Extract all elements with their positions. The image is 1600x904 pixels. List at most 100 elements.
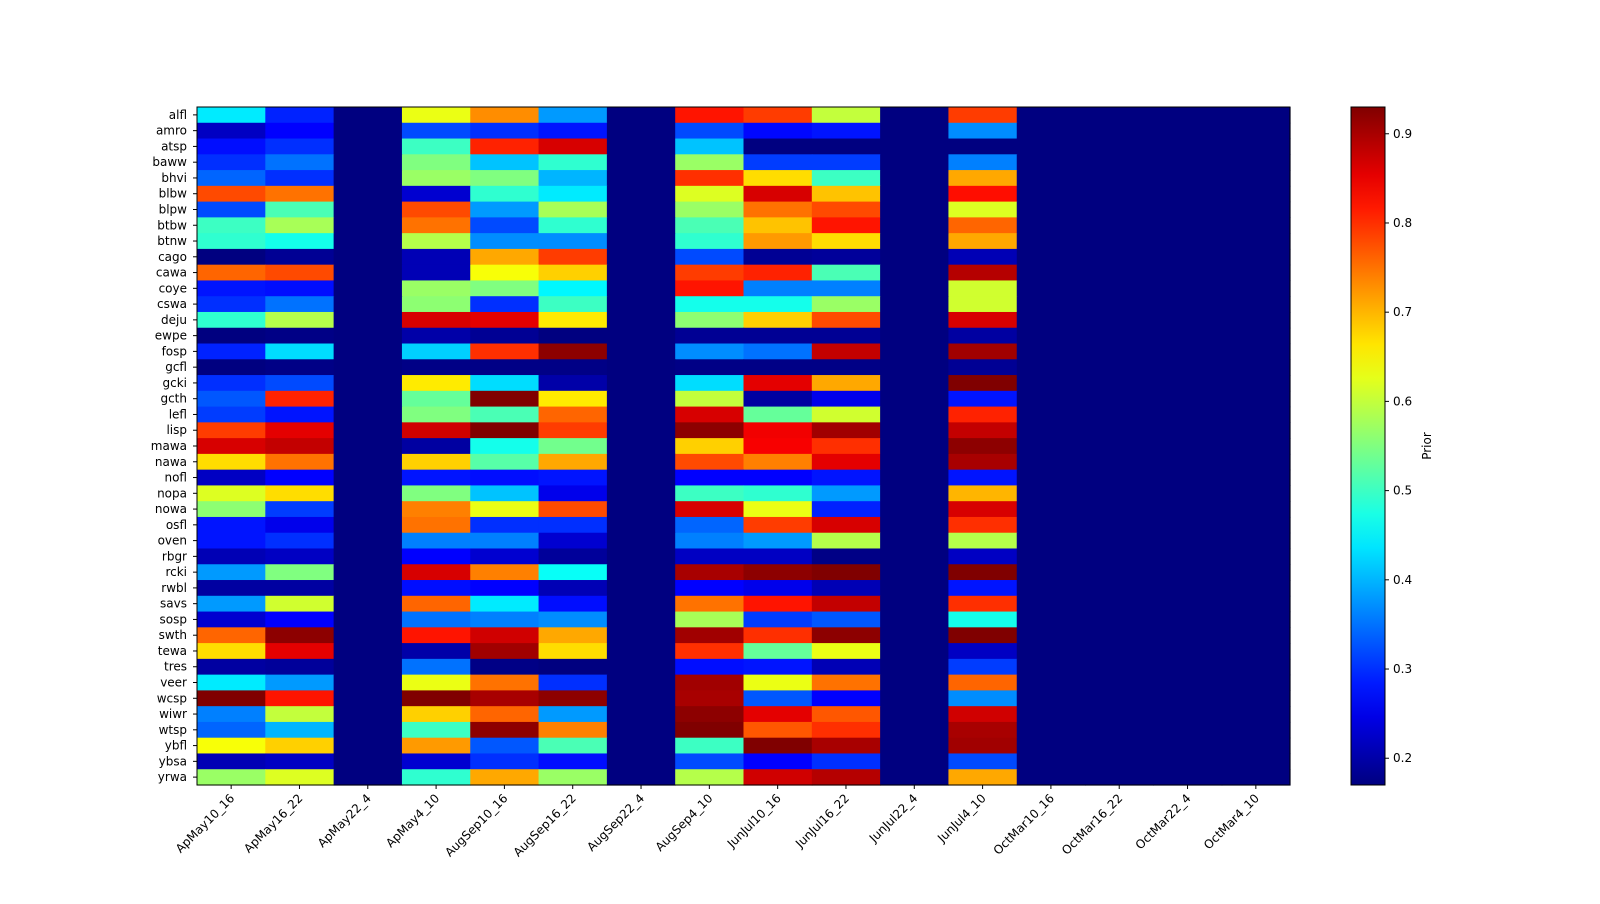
heatmap-cell-wiwr-OctMar16_22 — [1085, 706, 1154, 723]
heatmap-cell-wiwr-AugSep16_22 — [538, 706, 608, 723]
heatmap-cell-nopa-AugSep10_16 — [470, 485, 540, 502]
heatmap-cell-gcth-OctMar10_16 — [1016, 390, 1086, 408]
heatmap-cell-fosp-AugSep4_10 — [675, 343, 745, 360]
heatmap-cell-nawa-AugSep16_22 — [538, 453, 608, 471]
heatmap-cell-wtsp-AugSep22_4 — [606, 721, 676, 739]
heatmap-cell-blpw-JunJul10_16 — [743, 201, 813, 218]
heatmap-cell-baww-ApMay10_16 — [197, 154, 266, 171]
heatmap-cell-yrwa-OctMar16_22 — [1085, 769, 1154, 786]
heatmap-cell-swth-AugSep16_22 — [538, 627, 608, 644]
heatmap-cell-swth-JunJul4_10 — [948, 627, 1018, 644]
heatmap-cell-cago-AugSep10_16 — [470, 248, 540, 266]
heatmap-cell-deju-ApMay22_4 — [333, 311, 403, 329]
heatmap-cell-btnw-JunJul22_4 — [880, 233, 950, 250]
heatmap-cell-rwbl-ApMay16_22 — [265, 580, 335, 597]
y-tick-label: nopa — [157, 486, 187, 500]
y-tick-label: ewpe — [155, 329, 187, 343]
heatmap-cell-btbw-OctMar4_10 — [1221, 217, 1291, 234]
heatmap-cell-cago-JunJul22_4 — [880, 248, 950, 266]
heatmap-cell-cswa-JunJul4_10 — [948, 296, 1018, 313]
heatmap-cell-amro-AugSep4_10 — [675, 122, 745, 140]
heatmap-cell-swth-AugSep10_16 — [470, 627, 540, 644]
heatmap-cell-yrwa-AugSep10_16 — [470, 769, 540, 786]
heatmap-cell-cswa-ApMay22_4 — [333, 296, 403, 313]
heatmap-cell-ybsa-AugSep10_16 — [470, 753, 540, 770]
heatmap-cell-nofl-JunJul4_10 — [948, 469, 1018, 487]
heatmap-cell-bhvi-AugSep10_16 — [470, 170, 540, 187]
heatmap-cell-tres-AugSep16_22 — [538, 658, 608, 676]
heatmap-cell-atsp-ApMay22_4 — [333, 138, 403, 155]
heatmap-cell-btbw-JunJul22_4 — [880, 217, 950, 234]
x-tick-label: OctMar10_16 — [991, 791, 1057, 857]
heatmap-cell-nopa-ApMay10_16 — [197, 485, 266, 502]
heatmap-cell-deju-AugSep10_16 — [470, 311, 540, 329]
heatmap-cell-nowa-OctMar16_22 — [1085, 501, 1154, 518]
heatmap-cell-coye-JunJul16_22 — [811, 280, 881, 297]
heatmap-cell-coye-JunJul4_10 — [948, 280, 1018, 297]
y-tick-label: lefl — [169, 407, 187, 421]
heatmap-cell-fosp-JunJul10_16 — [743, 343, 813, 360]
y-tick-label: blpw — [159, 202, 188, 216]
heatmap-cell-ybfl-OctMar22_4 — [1153, 737, 1223, 755]
heatmap-cell-savs-JunJul4_10 — [948, 595, 1018, 613]
heatmap-cell-wtsp-JunJul10_16 — [743, 721, 813, 739]
heatmap-cell-ewpe-JunJul4_10 — [948, 327, 1018, 345]
heatmap-cell-tres-AugSep4_10 — [675, 658, 745, 676]
heatmap-cell-btbw-OctMar10_16 — [1016, 217, 1086, 234]
heatmap-cell-nopa-OctMar4_10 — [1221, 485, 1291, 502]
heatmap-cell-amro-JunJul22_4 — [880, 122, 950, 140]
heatmap-cell-yrwa-ApMay22_4 — [333, 769, 403, 786]
heatmap-cell-lisp-AugSep4_10 — [675, 422, 745, 439]
heatmap-cell-rwbl-JunJul10_16 — [743, 580, 813, 597]
heatmap-cell-blpw-ApMay10_16 — [197, 201, 266, 218]
heatmap-cell-amro-AugSep16_22 — [538, 122, 608, 140]
heatmap-cell-cawa-ApMay10_16 — [197, 264, 266, 282]
heatmap-cell-rbgr-JunJul10_16 — [743, 548, 813, 565]
heatmap-cell-wtsp-ApMay4_10 — [401, 721, 471, 739]
heatmap-cell-deju-ApMay16_22 — [265, 311, 335, 329]
x-tick-label: ApMay22_4 — [315, 791, 374, 850]
heatmap-cell-gcth-OctMar4_10 — [1221, 390, 1291, 408]
heatmap-cell-rcki-AugSep4_10 — [675, 564, 745, 581]
heatmap-cell-yrwa-JunJul22_4 — [880, 769, 950, 786]
heatmap-cell-savs-ApMay16_22 — [265, 595, 335, 613]
heatmap-cell-veer-AugSep4_10 — [675, 674, 745, 691]
heatmap-cell-btnw-OctMar4_10 — [1221, 233, 1291, 250]
heatmap-cell-mawa-AugSep10_16 — [470, 438, 540, 455]
heatmap-cell-deju-ApMay4_10 — [401, 311, 471, 329]
heatmap-cell-savs-OctMar16_22 — [1085, 595, 1154, 613]
heatmap-cell-coye-OctMar16_22 — [1085, 280, 1154, 297]
heatmap-cell-gcth-AugSep16_22 — [538, 390, 608, 408]
heatmap-cell-deju-JunJul10_16 — [743, 311, 813, 329]
heatmap-cell-cago-AugSep22_4 — [606, 248, 676, 266]
heatmap-cell-nofl-OctMar10_16 — [1016, 469, 1086, 487]
heatmap-cell-blpw-AugSep4_10 — [675, 201, 745, 218]
heatmap-cell-wiwr-JunJul10_16 — [743, 706, 813, 723]
heatmap-cell-wtsp-OctMar22_4 — [1153, 721, 1223, 739]
heatmap-cell-mawa-ApMay16_22 — [265, 438, 335, 455]
heatmap-cell-wtsp-JunJul4_10 — [948, 721, 1018, 739]
heatmap-cell-ybfl-JunJul4_10 — [948, 737, 1018, 755]
heatmap-cell-baww-AugSep4_10 — [675, 154, 745, 171]
heatmap-cell-sosp-ApMay4_10 — [401, 611, 471, 628]
heatmap-cell-cswa-JunJul22_4 — [880, 296, 950, 313]
heatmap-cell-baww-JunJul10_16 — [743, 154, 813, 171]
heatmap-cell-cago-JunJul16_22 — [811, 248, 881, 266]
heatmap-cell-wcsp-ApMay10_16 — [197, 690, 266, 707]
heatmap-cell-oven-OctMar22_4 — [1153, 532, 1223, 550]
heatmap-cell-bhvi-AugSep4_10 — [675, 170, 745, 187]
heatmap-cell-savs-AugSep10_16 — [470, 595, 540, 613]
heatmap-cell-nawa-AugSep10_16 — [470, 453, 540, 471]
heatmap-cell-wcsp-OctMar10_16 — [1016, 690, 1086, 707]
colorbar-tick-label: 0.6 — [1393, 394, 1412, 408]
heatmap-cell-gcth-ApMay10_16 — [197, 390, 266, 408]
heatmap-cell-osfl-ApMay16_22 — [265, 516, 335, 534]
y-tick-label: wtsp — [159, 723, 187, 737]
heatmap-cell-lefl-OctMar16_22 — [1085, 406, 1154, 423]
heatmap-cell-rwbl-ApMay22_4 — [333, 580, 403, 597]
heatmap-cell-mawa-ApMay4_10 — [401, 438, 471, 455]
heatmap-cell-wiwr-ApMay10_16 — [197, 706, 266, 723]
heatmap-cell-nofl-JunJul16_22 — [811, 469, 881, 487]
y-tick-label: osfl — [166, 518, 187, 532]
heatmap-cell-rcki-AugSep22_4 — [606, 564, 676, 581]
